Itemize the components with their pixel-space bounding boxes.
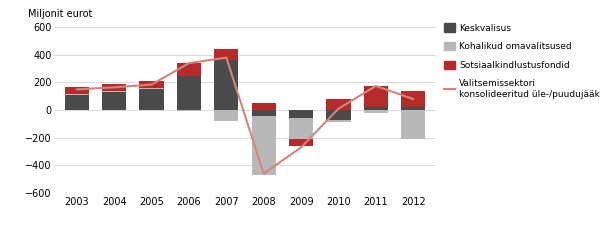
- Y-axis label: Miljonit eurot: Miljonit eurot: [28, 9, 92, 19]
- Bar: [289, 118, 313, 139]
- Bar: [401, 107, 425, 110]
- Bar: [364, 86, 388, 107]
- Bar: [102, 84, 126, 91]
- Bar: [102, 92, 126, 110]
- Bar: [140, 88, 164, 89]
- Bar: [401, 91, 425, 107]
- Bar: [214, 49, 238, 60]
- Bar: [177, 63, 201, 76]
- Bar: [102, 91, 126, 92]
- Bar: [252, 116, 276, 175]
- Bar: [364, 107, 388, 110]
- Legend: Keskvalisus, Kohalikud omavalitsused, Sotsiaalkindlustusfondid, Valitsemissektor: Keskvalisus, Kohalikud omavalitsused, So…: [444, 23, 600, 99]
- Bar: [326, 121, 350, 122]
- Bar: [326, 99, 350, 110]
- Bar: [289, 110, 313, 118]
- Bar: [65, 95, 89, 110]
- Bar: [65, 94, 89, 95]
- Bar: [140, 89, 164, 110]
- Bar: [364, 110, 388, 113]
- Bar: [326, 110, 350, 121]
- Bar: [177, 110, 201, 111]
- Bar: [177, 76, 201, 110]
- Bar: [252, 110, 276, 116]
- Bar: [252, 103, 276, 110]
- Bar: [214, 110, 238, 121]
- Bar: [65, 87, 89, 94]
- Bar: [140, 81, 164, 88]
- Bar: [214, 60, 238, 110]
- Bar: [289, 139, 313, 146]
- Bar: [401, 110, 425, 139]
